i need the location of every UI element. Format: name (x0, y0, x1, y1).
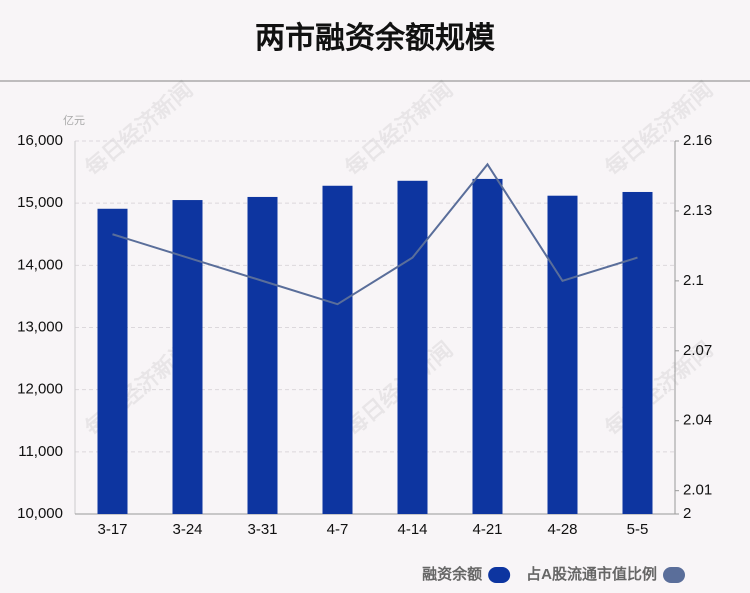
line (112, 162, 638, 306)
y-unit: 亿元 (63, 114, 85, 127)
y-tick-label: 12,000 (17, 381, 63, 398)
bar (472, 178, 503, 514)
y2-tick-label: 2.01 (683, 482, 712, 499)
x-tick-label: 3-31 (247, 521, 277, 538)
y2-tick-label: 2.04 (683, 412, 712, 429)
bar (97, 208, 128, 515)
y2-tick-label: 2.1 (683, 272, 704, 289)
x-tick-label: 3-24 (172, 521, 202, 538)
bar (397, 180, 428, 514)
y-tick-label: 10,000 (17, 505, 63, 522)
chart-title: 两市融资余额规模 (255, 21, 495, 55)
bar (247, 196, 278, 514)
y2-tick-label: 2 (683, 505, 691, 522)
y-tick-label: 11,000 (18, 443, 63, 460)
y2-tick-label: 2.07 (683, 342, 712, 359)
legend-swatch (488, 567, 511, 583)
legend-label: 占A股流通市值比例 (526, 565, 657, 583)
bar (622, 191, 653, 514)
x-tick-label: 4-28 (547, 521, 577, 538)
x-tick-label: 3-17 (97, 521, 127, 538)
y-tick-label: 16,000 (17, 132, 63, 149)
x-tick-label: 4-21 (472, 521, 502, 538)
y2-tick-label: 2.16 (683, 132, 712, 149)
bar (322, 185, 353, 514)
y-tick-label: 15,000 (17, 194, 63, 211)
legend-swatch (663, 567, 685, 583)
bar (172, 200, 203, 514)
x-tick-label: 5-5 (627, 521, 649, 538)
y2-tick-label: 2.13 (683, 202, 712, 219)
x-tick-label: 4-14 (397, 521, 427, 538)
legend-label: 融资余额 (422, 565, 482, 583)
y-tick-label: 13,000 (17, 318, 63, 335)
bar (547, 195, 578, 514)
y-tick-label: 14,000 (17, 256, 63, 273)
x-tick-label: 4-7 (327, 521, 349, 538)
